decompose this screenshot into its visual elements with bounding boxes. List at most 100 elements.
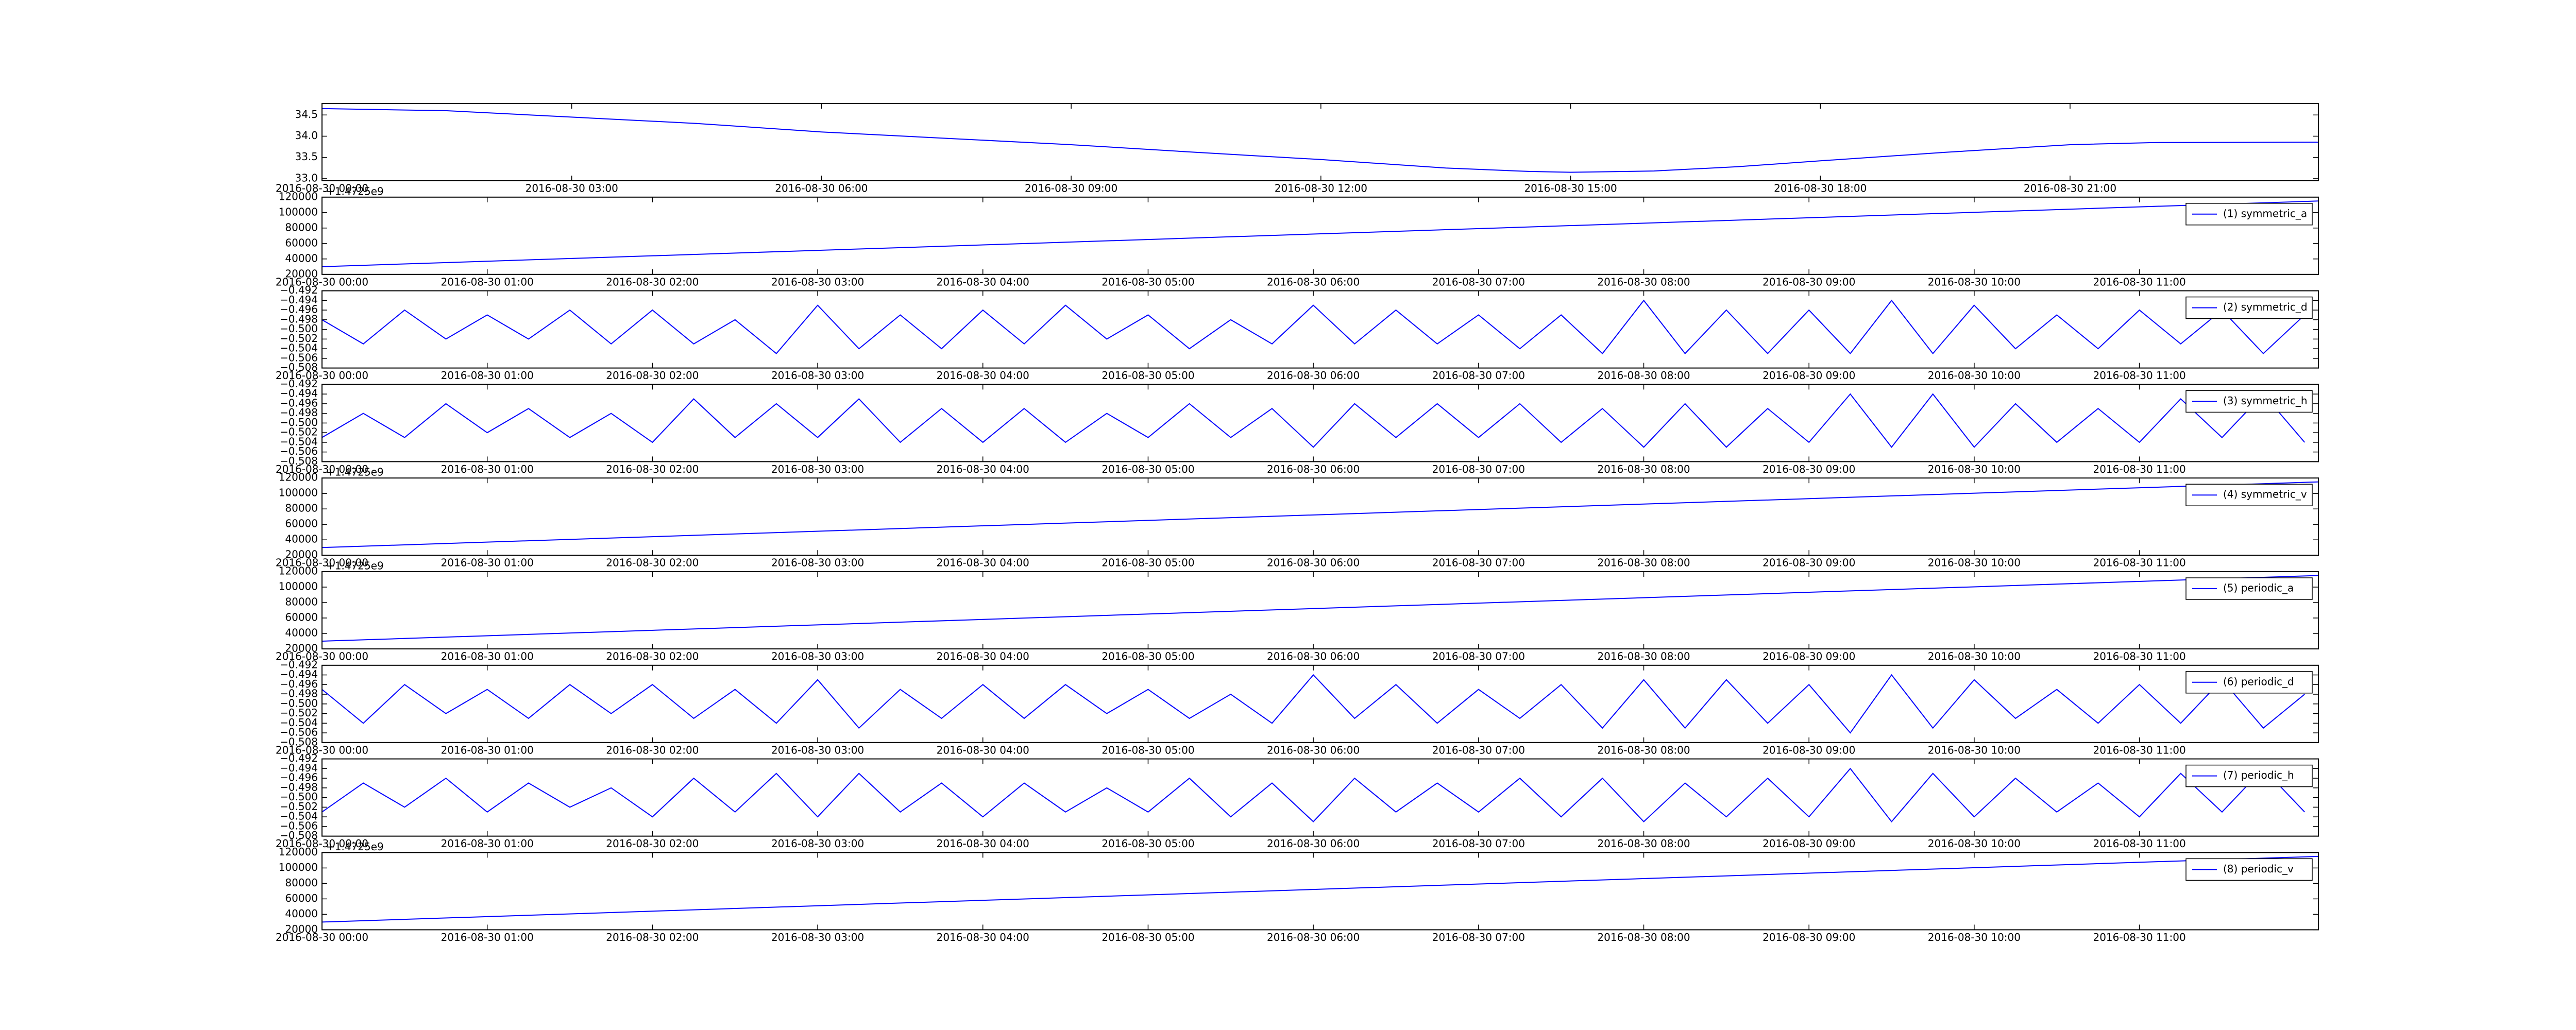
x-tick-label: 2016-08-30 03:00: [526, 182, 618, 195]
data-line: [321, 481, 2319, 548]
data-line: [321, 200, 2319, 267]
plot-background: [322, 104, 2318, 181]
data-line: [321, 767, 2306, 823]
x-tick-label: 2016-08-30 05:00: [1101, 369, 1194, 382]
y-tick-label: −0.508: [280, 735, 318, 748]
x-tick-label: 2016-08-30 08:00: [1597, 276, 1690, 288]
y-tick-label: 33.5: [295, 150, 318, 163]
x-tick-label: 2016-08-30 04:00: [937, 650, 1029, 663]
legend-label: (5) periodic_a: [2223, 582, 2294, 594]
plot-frame: [321, 664, 2319, 743]
y-tick-label: −0.494: [280, 294, 318, 306]
x-tick-label: 2016-08-30 08:00: [1597, 369, 1690, 382]
y-tick-label: −0.494: [280, 762, 318, 774]
y-tick-label: 120000: [279, 190, 318, 202]
plot-background: [322, 665, 2318, 743]
x-tick-label: 2016-08-30 11:00: [2093, 650, 2185, 663]
x-tick-label: 2016-08-30 03:00: [771, 369, 864, 382]
y-tick-label: −0.498: [280, 313, 318, 325]
x-tick-label: 2016-08-30 02:00: [606, 931, 699, 943]
offset-text: +1.4725e9: [326, 840, 384, 853]
x-tick-label: 2016-08-30 10:00: [1928, 837, 2021, 850]
x-tick-label: 2016-08-30 05:00: [1101, 463, 1194, 475]
y-tick-label: −0.506: [280, 819, 318, 832]
x-tick-label: 2016-08-30 07:00: [1432, 369, 1525, 382]
y-tick-label: −0.498: [280, 406, 318, 419]
y-tick-label: 20000: [285, 548, 318, 561]
x-tick-label: 2016-08-30 01:00: [441, 463, 534, 475]
data-line: [321, 393, 2306, 448]
x-tick-label: 2016-08-30 01:00: [441, 931, 534, 943]
x-tick-label: 2016-08-30 11:00: [2093, 837, 2185, 850]
y-tick-label: −0.506: [280, 445, 318, 457]
y-tick-label: −0.496: [280, 303, 318, 316]
plot-frame: [321, 571, 2319, 649]
y-tick-label: 120000: [279, 471, 318, 484]
x-tick-label: 2016-08-30 11:00: [2093, 744, 2185, 756]
legend-label: (7) periodic_h: [2223, 769, 2294, 781]
y-tick-label: −0.494: [280, 387, 318, 400]
x-tick-label: 2016-08-30 06:00: [1267, 557, 1360, 569]
y-tick-label: −0.502: [280, 800, 318, 813]
y-tick-label: 40000: [285, 627, 318, 639]
y-tick-label: 120000: [279, 846, 318, 858]
x-tick-label: 2016-08-30 05:00: [1101, 557, 1194, 569]
data-line: [321, 674, 2305, 734]
y-tick-label: −0.500: [280, 791, 318, 803]
x-tick-label: 2016-08-30 06:00: [1267, 744, 1360, 756]
y-tick-label: 60000: [285, 518, 318, 530]
y-tick-label: −0.498: [280, 781, 318, 793]
x-tick-label: 2016-08-30 00:00: [276, 931, 368, 943]
x-tick-label: 2016-08-30 09:00: [1762, 463, 1855, 475]
y-tick-label: 80000: [285, 502, 318, 514]
x-tick-label: 2016-08-30 11:00: [2093, 369, 2185, 382]
x-tick-label: 2016-08-30 15:00: [1524, 182, 1617, 195]
x-tick-label: 2016-08-30 06:00: [775, 182, 868, 195]
x-tick-label: 2016-08-30 06:00: [1267, 650, 1360, 663]
y-tick-label: 33.0: [295, 171, 318, 184]
x-tick-label: 2016-08-30 10:00: [1928, 744, 2021, 756]
x-tick-label: 2016-08-30 07:00: [1432, 650, 1525, 663]
x-tick-label: 2016-08-30 08:00: [1597, 650, 1690, 663]
y-tick-label: −0.504: [280, 716, 318, 729]
x-tick-label: 2016-08-30 06:00: [1267, 463, 1360, 475]
plot-frame: [321, 290, 2319, 369]
x-tick-label: 2016-08-30 08:00: [1597, 463, 1690, 475]
data-line: [321, 299, 2305, 355]
x-tick-label: 2016-08-30 07:00: [1432, 931, 1525, 943]
y-tick-label: 40000: [285, 533, 318, 545]
x-tick-label: 2016-08-30 06:00: [1267, 837, 1360, 850]
plot-background: [322, 197, 2318, 274]
y-tick-label: −0.500: [280, 322, 318, 335]
y-tick-label: 20000: [285, 642, 318, 655]
x-tick-label: 2016-08-30 07:00: [1432, 557, 1525, 569]
x-tick-label: 2016-08-30 11:00: [2093, 557, 2185, 569]
y-tick-label: 60000: [285, 892, 318, 904]
x-tick-label: 2016-08-30 07:00: [1432, 276, 1525, 288]
x-tick-label: 2016-08-30 08:00: [1597, 744, 1690, 756]
y-tick-label: −0.492: [280, 377, 318, 390]
x-tick-label: 2016-08-30 07:00: [1432, 744, 1525, 756]
x-tick-label: 2016-08-30 10:00: [1928, 276, 2021, 288]
data-line: [321, 855, 2319, 923]
x-tick-label: 2016-08-30 03:00: [771, 276, 864, 288]
x-tick-label: 2016-08-30 04:00: [937, 463, 1029, 475]
x-tick-label: 2016-08-30 09:00: [1762, 931, 1855, 943]
y-tick-label: −0.492: [280, 752, 318, 764]
x-tick-label: 2016-08-30 18:00: [1774, 182, 1867, 195]
plot-background: [322, 852, 2318, 930]
y-tick-label: 34.5: [295, 108, 318, 121]
x-tick-label: 2016-08-30 00:00: [276, 557, 368, 569]
legend-label: (6) periodic_d: [2223, 675, 2294, 688]
x-tick-label: 2016-08-30 12:00: [1275, 182, 1367, 195]
x-tick-label: 2016-08-30 02:00: [606, 276, 699, 288]
y-tick-label: 80000: [285, 596, 318, 608]
x-tick-label: 2016-08-30 05:00: [1101, 650, 1194, 663]
x-tick-label: 2016-08-30 02:00: [606, 557, 699, 569]
x-tick-label: 2016-08-30 02:00: [606, 650, 699, 663]
legend-label: (4) symmetric_v: [2223, 488, 2307, 501]
x-tick-label: 2016-08-30 09:00: [1762, 276, 1855, 288]
x-tick-label: 2016-08-30 09:00: [1762, 837, 1855, 850]
y-tick-label: −0.496: [280, 678, 318, 690]
y-tick-label: 34.0: [295, 129, 318, 142]
